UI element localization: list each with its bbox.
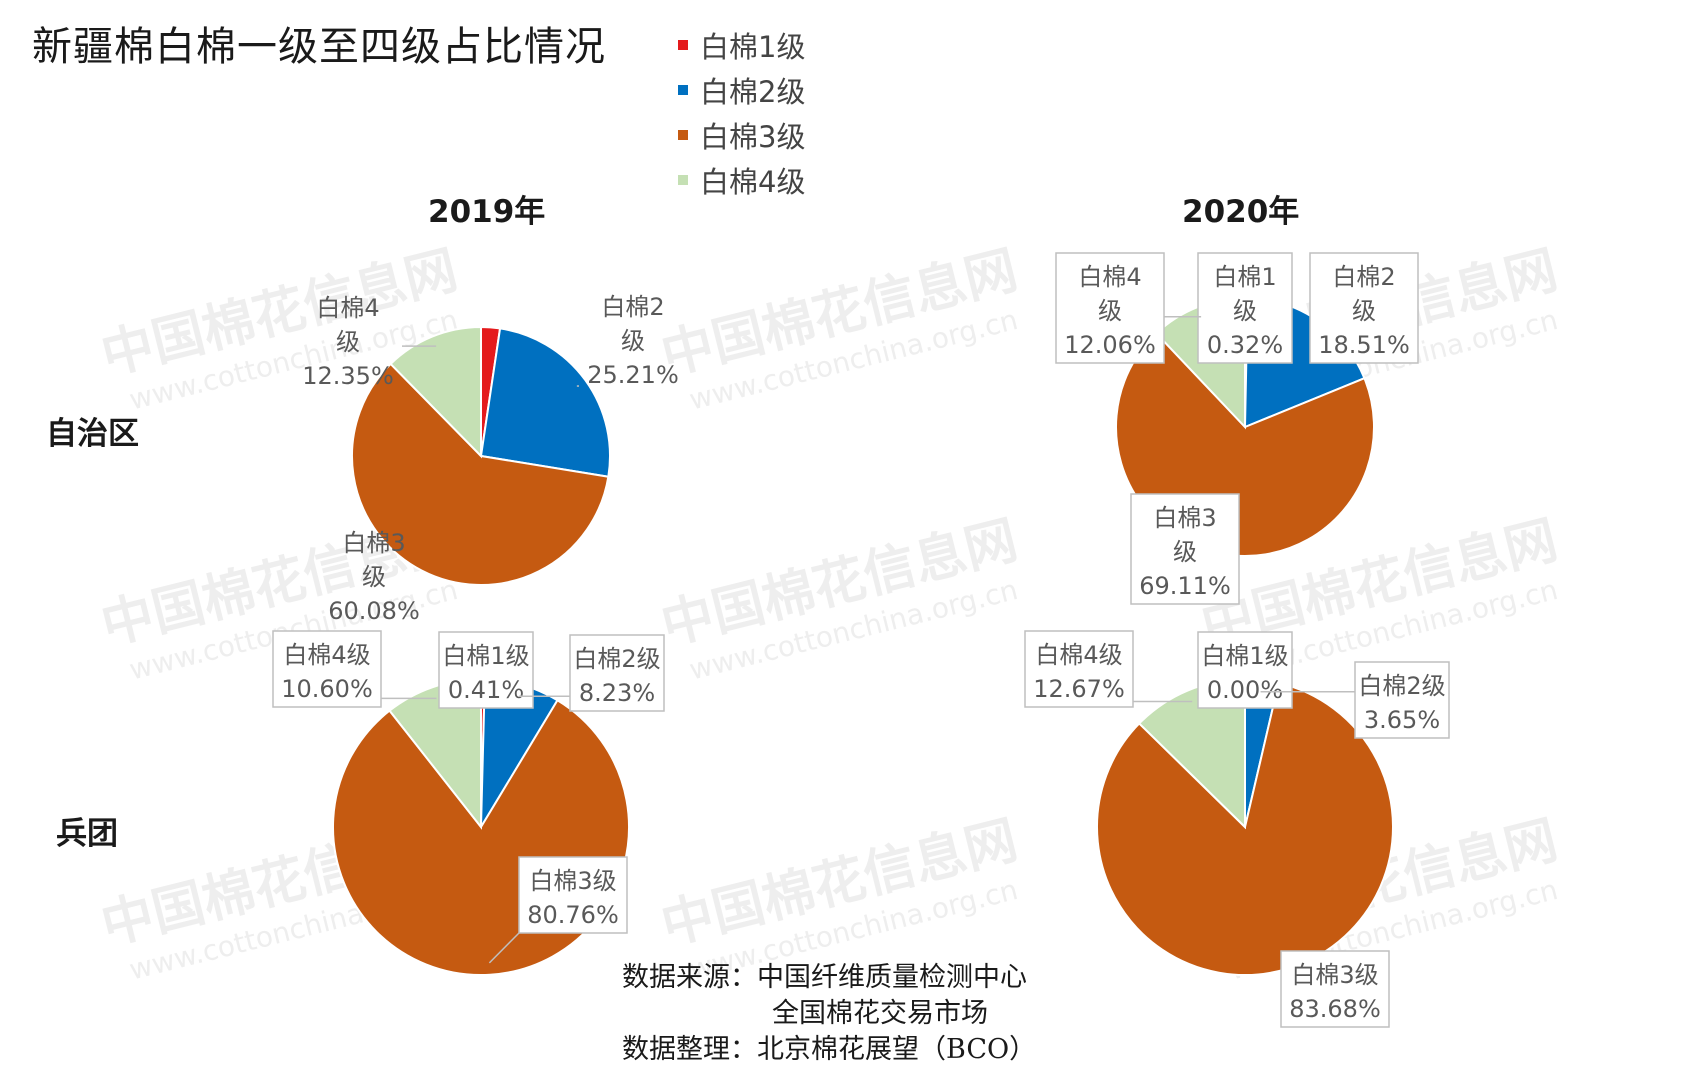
legend-label: 白棉4级	[700, 164, 806, 199]
data-label-grade3: 白棉3 级 69.11%	[1139, 504, 1231, 600]
legend-label: 白棉3级	[700, 119, 806, 154]
label-box-grade2	[1354, 661, 1450, 739]
data-label-grade1: 白棉1级 0.00%	[1201, 642, 1288, 704]
legend-label: 白棉2级	[700, 74, 806, 109]
legend-item: 白棉2级	[678, 67, 805, 112]
legend-item: 白棉4级	[678, 157, 805, 202]
label-box-grade1	[1197, 631, 1293, 709]
data-label-grade4: 白棉4级 12.67%	[1033, 641, 1125, 703]
label-box-grade1	[438, 631, 534, 709]
data-label-grade3: 白棉3级 83.68%	[1289, 961, 1381, 1023]
row-label-region: 自治区	[46, 416, 139, 452]
source-line: 数据来源：中国纤维质量检测中心	[622, 962, 1027, 993]
chart-title: 新疆棉白棉一级至四级占比情况	[32, 24, 606, 70]
legend-swatch	[678, 174, 688, 185]
row-label-corps: 兵团	[56, 816, 118, 852]
label-leader-grade3	[488, 932, 520, 964]
pie-slice-grade2	[479, 327, 611, 478]
legend-item: 白棉1级	[678, 22, 805, 67]
label-box-grade4	[272, 630, 382, 708]
pie-slice-grade3	[351, 362, 610, 586]
legend-item: 白棉3级	[678, 112, 805, 157]
legend-swatch	[678, 129, 688, 140]
data-label-grade2: 白棉2 级 25.21%	[587, 293, 679, 389]
data-label-grade2: 白棉2级 3.65%	[1358, 672, 1445, 734]
legend: 白棉1级 白棉2级 白棉3级 白棉4级	[678, 22, 805, 202]
data-label-grade2: 白棉2 级 18.51%	[1318, 263, 1410, 359]
label-box-grade4	[1055, 252, 1165, 364]
label-box-grade2	[1309, 252, 1419, 364]
legend-swatch	[678, 39, 688, 50]
data-label-grade4: 白棉4级 10.60%	[281, 641, 373, 703]
pie-slice-grade4	[389, 325, 482, 459]
label-box-grade2	[569, 634, 665, 712]
label-box-grade1	[1197, 252, 1293, 364]
legend-swatch	[678, 84, 688, 95]
data-label-grade3: 白棉3级 80.76%	[527, 867, 619, 929]
data-label-grade4: 白棉4 级 12.35%	[302, 294, 394, 390]
label-box-grade3	[1280, 950, 1390, 1028]
data-label-grade1: 白棉1 级 0.32%	[1207, 263, 1283, 359]
label-box-grade4	[1024, 630, 1134, 708]
data-label-grade4: 白棉4 级 12.06%	[1064, 263, 1156, 359]
data-label-grade2: 白棉2级 8.23%	[573, 645, 660, 707]
source-line: 全国棉花交易市场	[772, 998, 988, 1029]
year-label-2020: 2020年	[1182, 194, 1300, 230]
data-source: 数据来源：中国纤维质量检测中心 全国棉花交易市场 数据整理：北京棉花展望（BCO…	[622, 960, 1036, 1068]
data-label-grade1: 白棉1级 0.41%	[442, 642, 529, 704]
source-line: 数据整理：北京棉花展望（BCO）	[622, 1034, 1037, 1065]
year-label-2019: 2019年	[428, 194, 546, 230]
label-box-grade3	[1130, 493, 1240, 605]
legend-label: 白棉1级	[700, 29, 806, 64]
label-box-grade3	[518, 856, 628, 934]
data-label-grade3: 白棉3 级 60.08%	[328, 529, 420, 625]
